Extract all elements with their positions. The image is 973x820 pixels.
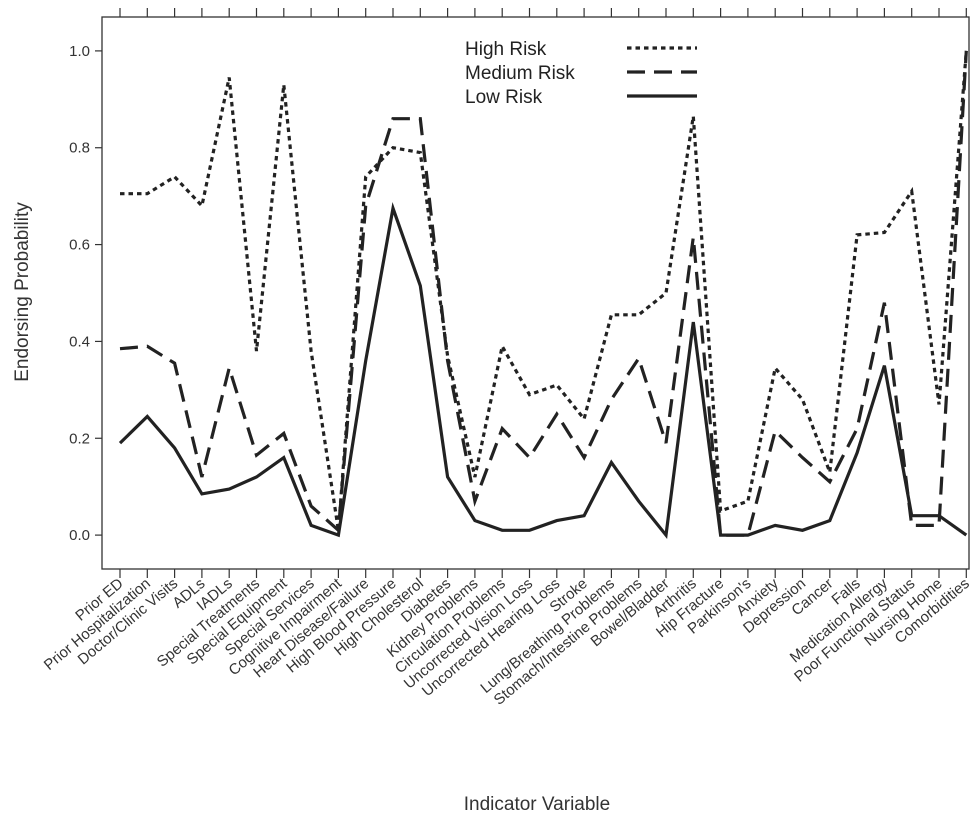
- y-tick-label: 1.0: [69, 43, 90, 60]
- bottom-axis-ticks: [119, 569, 967, 578]
- y-axis-title: Endorsing Probability: [12, 202, 33, 382]
- legend: High Risk Medium Risk Low Risk: [465, 39, 697, 108]
- series-layer: [118, 50, 968, 540]
- y-tick-label: 0.0: [69, 527, 90, 544]
- legend-label: High Risk: [465, 39, 547, 60]
- y-tick-label: 0.4: [69, 333, 90, 350]
- top-axis-ticks: [119, 8, 967, 17]
- y-tick-label: 0.2: [69, 430, 90, 447]
- x-axis-title: Indicator Variable: [464, 794, 610, 815]
- y-axis: 0.0 0.2 0.4 0.6 0.8 1.0: [69, 43, 102, 544]
- series-line-low-risk: [118, 202, 968, 540]
- plot-frame: [101, 16, 970, 570]
- legend-label: Medium Risk: [465, 63, 575, 84]
- series-line-high-risk: [120, 50, 968, 531]
- legend-label: Low Risk: [465, 87, 543, 108]
- y-tick-label: 0.6: [69, 237, 90, 254]
- y-tick-label: 0.8: [69, 140, 90, 157]
- series-line-medium-risk: [119, 50, 968, 537]
